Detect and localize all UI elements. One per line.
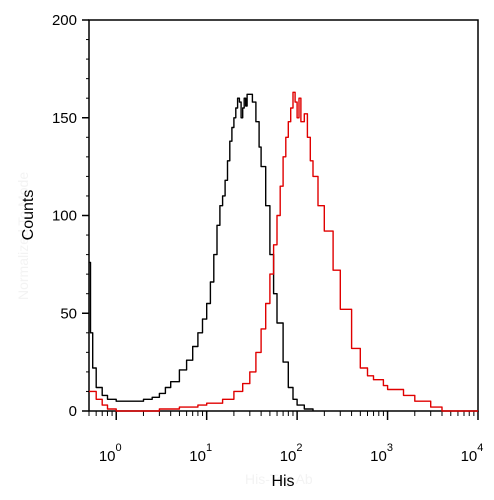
y-axis: 0 50 100 150 200 xyxy=(52,12,89,420)
ghost-text-bottom: His-Tag Ab xyxy=(245,471,313,487)
x-tick-label: 100 xyxy=(99,442,122,465)
ghost-text-left: Normalized To Mode xyxy=(15,172,31,300)
series-layer xyxy=(89,91,478,412)
x-tick-exponent: 2 xyxy=(296,442,302,454)
x-tick-base: 10 xyxy=(189,448,206,465)
x-tick-exponent: 3 xyxy=(387,442,393,454)
x-tick-base: 10 xyxy=(370,448,387,465)
x-tick-label: 102 xyxy=(280,442,303,465)
x-tick-exponent: 0 xyxy=(116,442,122,454)
x-tick-label: 101 xyxy=(189,442,212,465)
x-tick-base: 10 xyxy=(280,448,297,465)
x-axis-title: His xyxy=(271,473,294,490)
series-line-1 xyxy=(89,91,478,412)
x-tick-exponent: 1 xyxy=(206,442,212,454)
y-tick-label: 200 xyxy=(52,12,77,29)
x-tick-label: 103 xyxy=(370,442,393,465)
y-tick-label: 100 xyxy=(52,208,77,225)
y-tick-label: 50 xyxy=(60,305,77,322)
series-line-0 xyxy=(89,93,314,411)
x-tick-label: 104 xyxy=(461,442,484,465)
x-axis: 100 101 102 103 104 xyxy=(88,411,484,465)
y-tick-label: 150 xyxy=(52,110,77,127)
y-axis-title: Counts xyxy=(20,190,37,241)
x-tick-base: 10 xyxy=(99,448,116,465)
x-tick-exponent: 4 xyxy=(477,442,483,454)
x-tick-base: 10 xyxy=(461,448,478,465)
y-tick-label: 0 xyxy=(69,403,77,420)
